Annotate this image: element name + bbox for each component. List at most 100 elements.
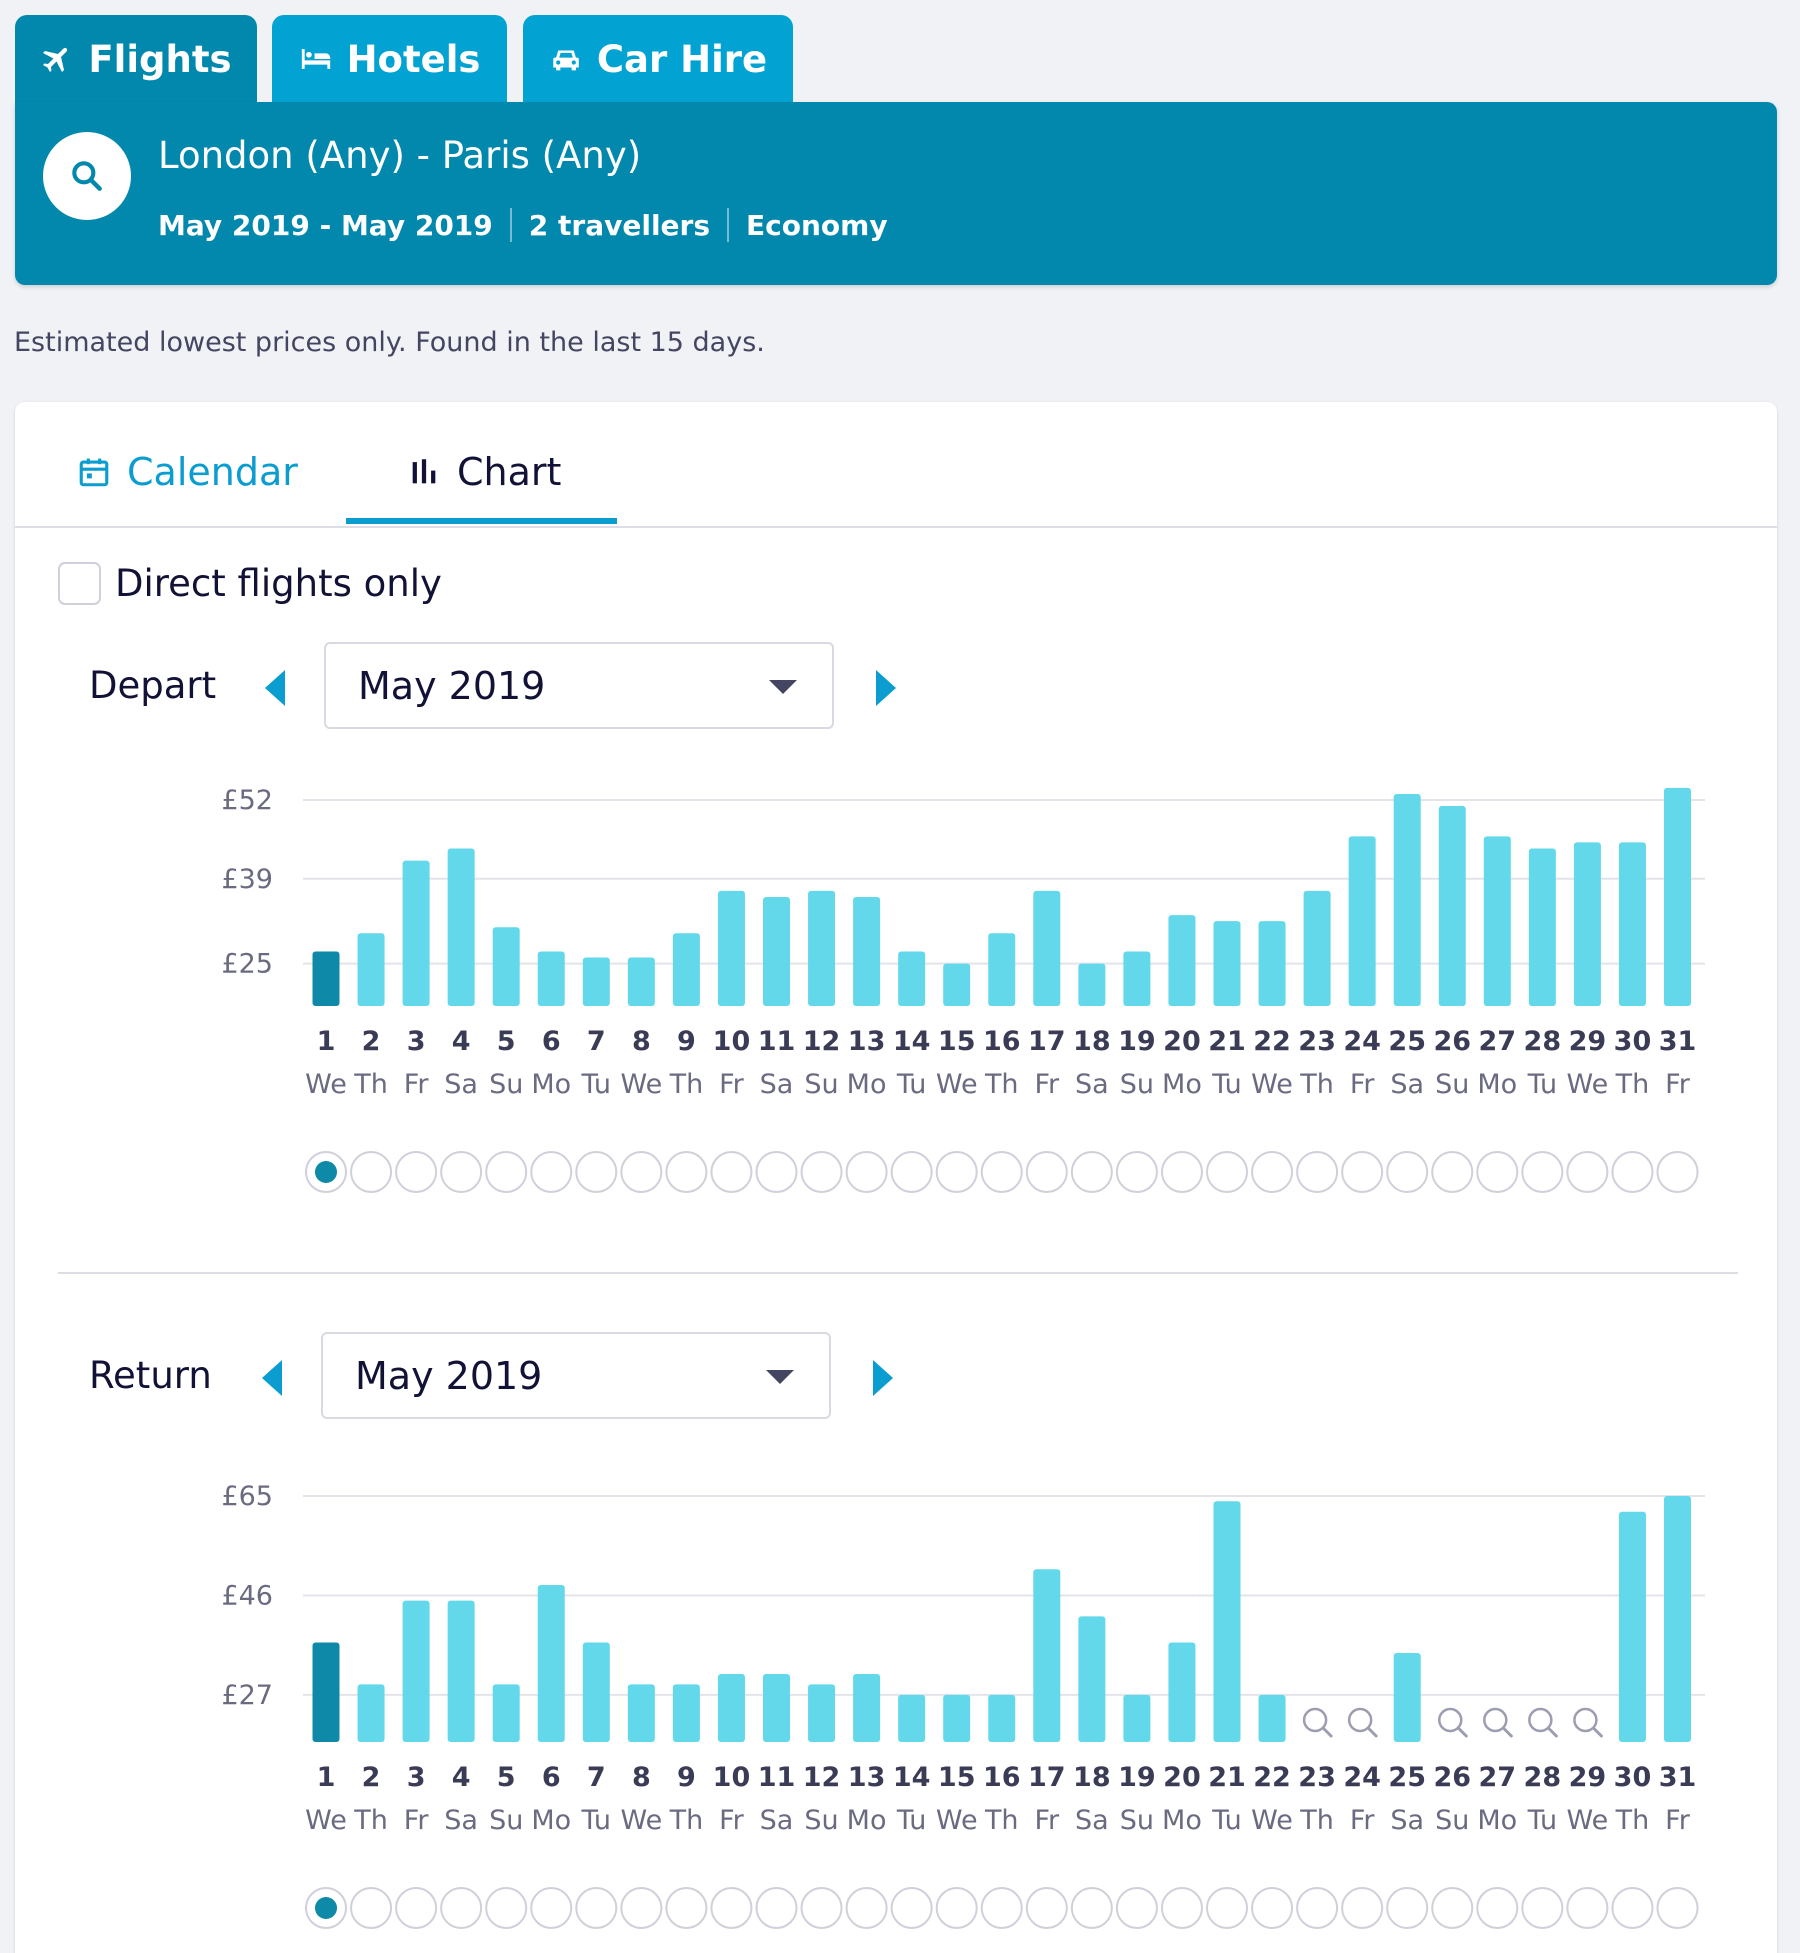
price-bar[interactable] (357, 1684, 385, 1742)
price-bar[interactable] (312, 1642, 340, 1742)
day-radio[interactable] (1611, 1887, 1654, 1929)
price-bar[interactable] (312, 951, 340, 1006)
day-radio[interactable] (530, 1887, 573, 1929)
day-radio[interactable] (1070, 1887, 1113, 1929)
day-radio[interactable] (1656, 1151, 1699, 1193)
price-bar[interactable] (1393, 1653, 1421, 1742)
day-radio[interactable] (845, 1151, 888, 1193)
price-bar[interactable] (853, 896, 881, 1006)
day-radio[interactable] (1431, 1887, 1474, 1929)
price-bar[interactable] (1573, 842, 1601, 1006)
day-radio[interactable] (935, 1887, 978, 1929)
price-bar[interactable] (447, 848, 475, 1006)
day-radio[interactable] (1386, 1887, 1429, 1929)
day-radio[interactable] (980, 1151, 1023, 1193)
price-bar[interactable] (1618, 1511, 1646, 1742)
price-bar[interactable] (808, 1684, 836, 1742)
price-bar[interactable] (672, 1684, 700, 1742)
day-radio[interactable] (1160, 1151, 1203, 1193)
return-month-select[interactable]: May 2019 (321, 1332, 831, 1419)
day-radio[interactable] (1160, 1887, 1203, 1929)
price-bar[interactable] (537, 951, 565, 1006)
tab-flights[interactable]: Flights (15, 15, 257, 103)
day-radio[interactable] (1476, 1151, 1519, 1193)
price-bar[interactable] (1033, 890, 1061, 1006)
price-bar[interactable] (492, 927, 520, 1006)
price-bar[interactable] (1078, 963, 1106, 1006)
day-radio[interactable] (800, 1887, 843, 1929)
search-price-icon[interactable] (1302, 1707, 1333, 1738)
price-bar[interactable] (357, 933, 385, 1006)
day-radio[interactable] (575, 1151, 618, 1193)
price-bar[interactable] (1033, 1569, 1061, 1742)
day-radio[interactable] (1206, 1151, 1248, 1193)
price-bar[interactable] (763, 1673, 790, 1742)
day-radio[interactable] (1566, 1887, 1609, 1929)
day-radio[interactable] (800, 1151, 843, 1193)
day-radio[interactable] (395, 1151, 438, 1193)
tab-chart[interactable]: Chart (407, 442, 561, 502)
search-price-icon[interactable] (1438, 1707, 1468, 1738)
day-radio[interactable] (890, 1151, 933, 1193)
day-radio[interactable] (1656, 1887, 1699, 1929)
day-radio[interactable] (1341, 1887, 1384, 1929)
price-bar[interactable] (943, 963, 971, 1006)
price-bar[interactable] (1258, 921, 1286, 1006)
day-radio[interactable] (710, 1887, 753, 1929)
price-bar[interactable] (1123, 951, 1151, 1006)
day-radio[interactable] (1566, 1151, 1609, 1193)
price-bar[interactable] (492, 1684, 520, 1742)
price-bar[interactable] (898, 1694, 926, 1742)
price-bar[interactable] (988, 1694, 1016, 1742)
price-bar[interactable] (943, 1694, 971, 1742)
day-radio[interactable] (1025, 1151, 1068, 1193)
price-bar[interactable] (1168, 1642, 1196, 1742)
return-prev-month-button[interactable] (256, 1358, 286, 1398)
day-radio[interactable] (755, 1887, 798, 1929)
day-radio[interactable] (485, 1151, 528, 1193)
price-bar[interactable] (1348, 836, 1376, 1006)
price-bar[interactable] (763, 896, 790, 1006)
search-price-icon[interactable] (1573, 1707, 1603, 1738)
search-button[interactable] (43, 132, 131, 220)
price-bar[interactable] (1618, 842, 1646, 1006)
day-radio[interactable] (350, 1151, 393, 1193)
day-radio[interactable] (620, 1887, 663, 1929)
day-radio[interactable] (440, 1887, 483, 1929)
depart-next-month-button[interactable] (872, 668, 902, 708)
day-radio[interactable] (665, 1887, 708, 1929)
day-radio[interactable] (1206, 1887, 1248, 1929)
price-bar[interactable] (1438, 806, 1466, 1006)
price-bar[interactable] (1528, 848, 1556, 1006)
day-radio[interactable] (845, 1887, 888, 1929)
price-bar[interactable] (627, 957, 655, 1006)
day-radio[interactable] (1296, 1151, 1339, 1193)
day-radio[interactable] (980, 1887, 1023, 1929)
price-bar[interactable] (717, 1673, 745, 1742)
price-bar[interactable] (808, 890, 836, 1006)
search-price-icon[interactable] (1528, 1707, 1558, 1738)
day-radio[interactable] (395, 1887, 438, 1929)
price-bar[interactable] (1213, 921, 1241, 1006)
day-radio[interactable] (530, 1151, 573, 1193)
depart-prev-month-button[interactable] (259, 668, 289, 708)
day-radio[interactable] (1115, 1151, 1158, 1193)
price-bar[interactable] (1168, 915, 1196, 1006)
price-bar[interactable] (1213, 1501, 1241, 1742)
day-radio[interactable] (1251, 1151, 1294, 1193)
day-radio[interactable] (1386, 1151, 1429, 1193)
day-radio[interactable] (440, 1151, 483, 1193)
price-bar[interactable] (1664, 787, 1691, 1006)
price-bar[interactable] (1123, 1694, 1151, 1742)
price-bar[interactable] (1303, 890, 1331, 1006)
price-bar[interactable] (537, 1584, 565, 1742)
tab-car-hire[interactable]: Car Hire (523, 15, 793, 103)
tab-calendar[interactable]: Calendar (77, 442, 298, 502)
day-radio[interactable] (1296, 1887, 1339, 1929)
day-radio[interactable] (1341, 1151, 1384, 1193)
price-bar[interactable] (853, 1673, 881, 1742)
price-bar[interactable] (582, 1642, 610, 1742)
depart-month-select[interactable]: May 2019 (324, 642, 834, 729)
day-radio[interactable] (1070, 1151, 1113, 1193)
day-radio[interactable] (935, 1151, 978, 1193)
